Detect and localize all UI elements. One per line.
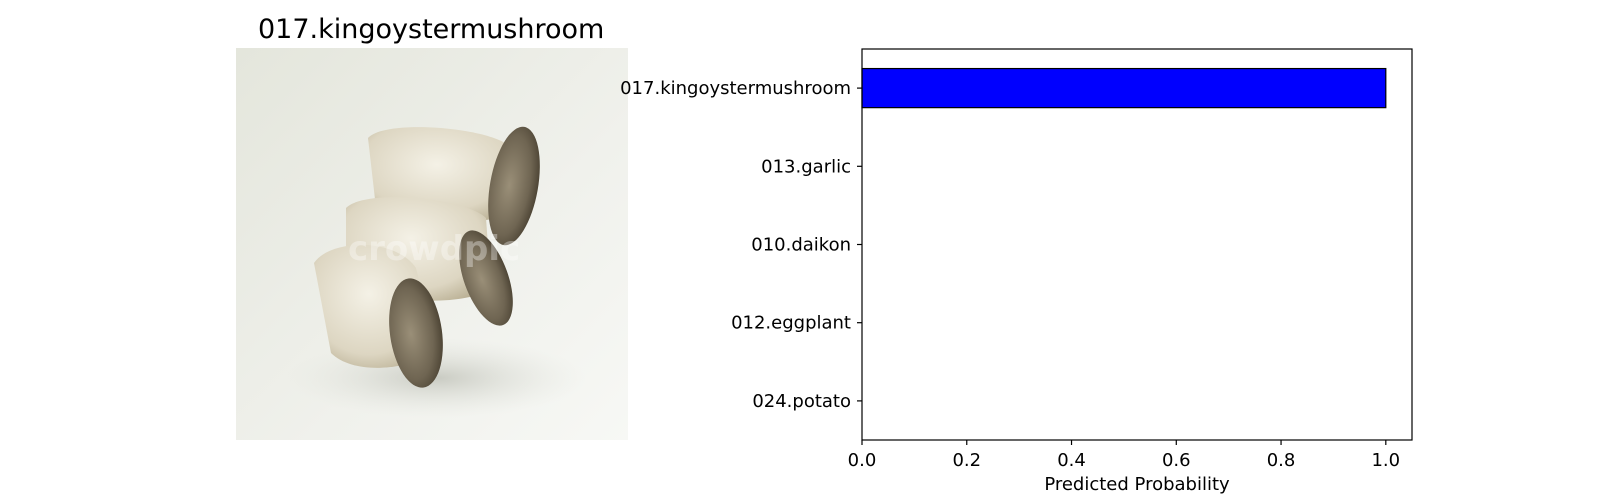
x-tick-label: 0.4 [1057, 450, 1086, 471]
watermark-text: crowdpic [348, 229, 520, 269]
y-tick-label: 010.daikon [751, 235, 851, 256]
y-tick-label: 024.potato [752, 391, 851, 412]
image-title: 017.kingoystermushroom [258, 14, 605, 45]
bar-0 [861, 67, 1387, 109]
y-tick-label: 013.garlic [761, 156, 851, 177]
x-tick-label: 1.0 [1371, 450, 1400, 471]
y-tick-label: 012.eggplant [731, 313, 851, 334]
x-tick-label: 0.8 [1267, 450, 1296, 471]
x-tick-label: 0.0 [848, 450, 877, 471]
y-tick-label: 017.kingoystermushroom [620, 78, 851, 99]
x-tick-label: 0.6 [1162, 450, 1191, 471]
x-axis-label: Predicted Probability [1044, 474, 1230, 495]
x-tick-label: 0.2 [952, 450, 981, 471]
mushroom-photo: crowdpic [236, 48, 628, 440]
